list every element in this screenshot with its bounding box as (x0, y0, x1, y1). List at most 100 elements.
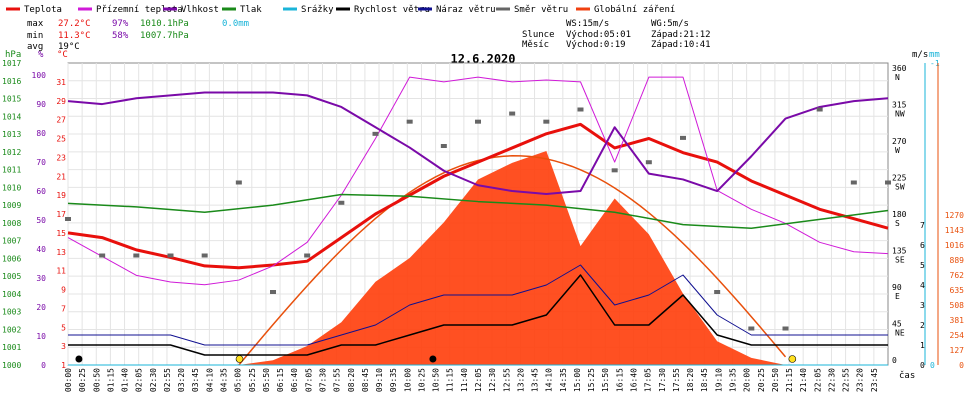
astro-moon-rise: Východ:0:19 (566, 40, 626, 50)
stats-max-label: max (27, 19, 44, 29)
astro-block: WS:15m/s WG:5m/s Slunce Východ:05:01 Záp… (522, 19, 711, 50)
wind-dir-point (885, 180, 891, 185)
legend-label: Vlhkost (181, 5, 219, 15)
x-tick-label: 08:20 (347, 368, 356, 392)
x-tick-label: 14:10 (545, 368, 554, 392)
y-tick-wind-dir: 135 (892, 247, 907, 256)
y-tick-temperature: 29 (56, 97, 66, 106)
wind-dir-point (509, 111, 516, 116)
x-tick-label: 21:40 (799, 368, 808, 392)
x-tick-label: 00:50 (92, 368, 101, 392)
wind-dir-point (304, 253, 311, 258)
y-tick-radiation: 1016 (945, 241, 964, 250)
y-tick-wind-dir: 225 (892, 174, 907, 183)
x-tick-label: 16:40 (630, 368, 639, 392)
x-tick-label: 14:35 (559, 368, 568, 392)
y-tick-pressure: 1005 (2, 272, 21, 281)
stats-avg-temp: 19°C (58, 42, 80, 52)
x-tick-label: 23:45 (870, 368, 879, 392)
y-tick-radiation: 254 (950, 331, 965, 340)
x-tick-label: 00:25 (78, 368, 87, 392)
y-tick-humidity: 70 (36, 158, 46, 167)
wind-dir-point (133, 253, 140, 258)
x-tick-label: 10:50 (432, 368, 441, 392)
stats-max-temp: 27.2°C (58, 19, 91, 29)
x-tick-label: 02:30 (149, 368, 158, 392)
sunrise-marker (235, 355, 244, 363)
y-tick-rain: 0 (930, 361, 935, 370)
y-tick-wind-dir-compass: NE (895, 329, 905, 338)
wind-dir-point (782, 326, 789, 331)
y-tick-radiation: 508 (950, 301, 965, 310)
x-tick-label: 02:55 (163, 368, 172, 392)
clearsky-curve (238, 155, 787, 366)
y-tick-humidity: 100 (32, 71, 47, 80)
x-tick-label: 23:20 (856, 368, 865, 392)
wind-dir-point (475, 119, 481, 124)
y-tick-pressure: 1013 (2, 130, 21, 139)
x-tick-label: 07:05 (304, 368, 313, 392)
axis-title-humidity: % (38, 50, 44, 60)
radiation-fill (238, 150, 786, 365)
y-tick-temperature: 13 (56, 248, 66, 257)
legend-label: Rychlost větru (354, 5, 430, 15)
y-tick-wind-dir: 0 (892, 356, 897, 365)
x-tick-label: 18:20 (686, 368, 695, 392)
stats-block: max 27.2°C 97% 1010.1hPa 0.0mm min 11.3°… (27, 19, 249, 52)
x-tick-label: 04:35 (220, 368, 229, 392)
stats-max-press: 1010.1hPa (140, 19, 189, 29)
wind-dir-point (714, 290, 721, 294)
legend-label: Směr větru (514, 5, 568, 15)
y-tick-temperature: 19 (56, 191, 66, 200)
y-tick-pressure: 1003 (2, 308, 21, 317)
y-tick-pressure: 1009 (2, 201, 21, 210)
x-tick-label: 02:05 (135, 368, 144, 392)
x-tick-label: 21:15 (785, 368, 794, 392)
stats-max-rain: 0.0mm (222, 19, 249, 29)
x-tick-label: 01:40 (121, 368, 130, 392)
y-tick-rain: -1 (930, 59, 940, 68)
y-tick-wind-dir: 90 (892, 283, 902, 292)
x-tick-label: 18:45 (700, 368, 709, 392)
wind-dir-point (201, 253, 208, 258)
y-tick-pressure: 1011 (2, 166, 21, 175)
x-tick-label: 11:15 (446, 368, 455, 392)
y-tick-wind-dir-compass: W (895, 146, 900, 155)
y-tick-humidity: 80 (36, 129, 46, 138)
y-tick-wind-dir: 360 (892, 64, 907, 73)
x-tick-label: 12:05 (474, 368, 483, 392)
astro-moon-set: Západ:10:41 (651, 40, 711, 50)
legend-label: Globální záření (594, 5, 675, 15)
wind-dir-point (816, 107, 823, 112)
wind-dir-point (611, 168, 618, 173)
series-line (68, 274, 888, 356)
y-tick-pressure: 1017 (2, 59, 21, 68)
wind-dir-point (440, 144, 447, 148)
astro-moon-label: Měsíc (522, 40, 549, 50)
y-tick-wind-speed: 3 (920, 301, 925, 310)
stats-min-hum: 58% (112, 31, 129, 41)
y-tick-temperature: 27 (56, 116, 66, 125)
y-tick-humidity: 30 (36, 274, 46, 283)
y-tick-temperature: 31 (56, 78, 66, 87)
y-tick-wind-speed: 4 (920, 281, 925, 290)
y-tick-pressure: 1014 (2, 112, 21, 121)
x-tick-label: 07:55 (333, 368, 342, 392)
wind-dir-point (645, 160, 652, 165)
x-tick-label: 13:20 (516, 368, 525, 392)
legend-label: Náraz větru (436, 5, 496, 15)
y-tick-wind-speed: 0 (920, 361, 925, 370)
wind-dir-point (406, 119, 413, 124)
y-tick-wind-speed: 6 (920, 241, 925, 250)
x-tick-label: 11:40 (460, 368, 469, 392)
y-tick-humidity: 90 (36, 100, 46, 109)
x-tick-label: 20:25 (757, 368, 766, 392)
wind-dir-point (270, 290, 276, 294)
y-tick-wind-speed: 1 (920, 341, 925, 350)
stats-max-hum: 97% (112, 19, 129, 29)
y-tick-radiation: 127 (950, 346, 965, 355)
y-tick-humidity: 0 (41, 361, 46, 370)
y-tick-radiation: 1143 (945, 226, 964, 235)
x-tick-label: 07:30 (318, 368, 327, 392)
